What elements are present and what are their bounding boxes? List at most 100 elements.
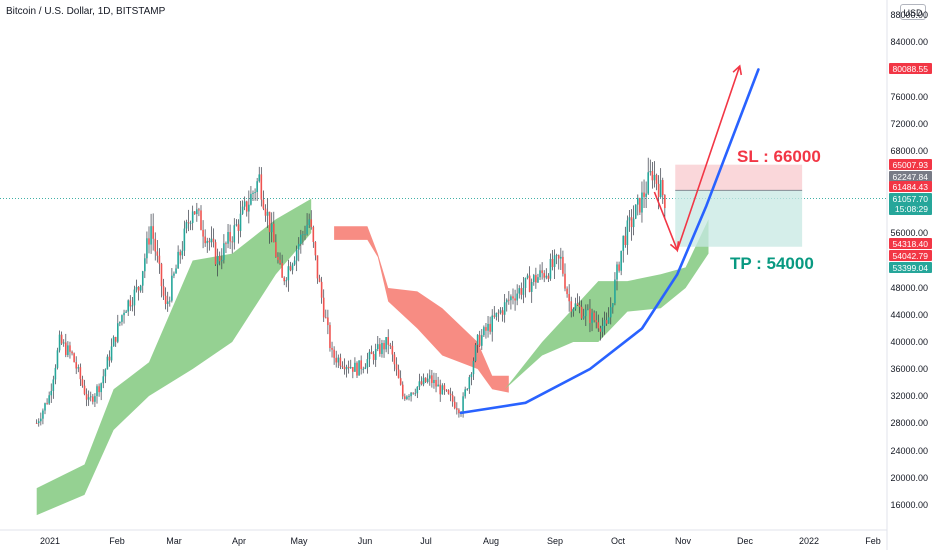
candle-body — [333, 349, 335, 358]
price-tag: 80088.55 — [889, 63, 932, 74]
candle — [524, 277, 527, 298]
candle-body — [412, 392, 414, 394]
candle — [141, 270, 144, 293]
candle — [129, 295, 132, 311]
candle-body — [79, 367, 82, 380]
candle-body — [593, 312, 595, 321]
candle-body — [462, 396, 464, 414]
candle-body — [339, 357, 342, 366]
candle-body — [474, 344, 477, 361]
candle — [393, 351, 396, 372]
candle-body — [131, 305, 134, 307]
candle — [379, 337, 381, 357]
candle — [441, 383, 444, 395]
candle — [216, 248, 219, 277]
candle — [137, 286, 140, 301]
candle-body — [622, 235, 625, 251]
candle-body — [516, 293, 518, 301]
candle — [414, 388, 417, 397]
candle-body — [381, 342, 383, 354]
y-tick-label: 84000.00 — [890, 37, 928, 47]
candle-body — [185, 222, 188, 229]
candle — [387, 329, 389, 355]
candle — [572, 307, 575, 317]
candle-body — [254, 192, 256, 193]
candle — [156, 240, 159, 263]
candle — [489, 316, 491, 335]
x-tick-label: Dec — [737, 536, 754, 546]
candle-body — [609, 307, 612, 318]
candle — [35, 419, 38, 424]
candle-body — [158, 255, 161, 264]
candle — [237, 219, 240, 244]
candle — [614, 272, 616, 306]
candle-body — [526, 275, 529, 278]
candle — [183, 220, 186, 257]
candle — [481, 329, 483, 350]
candle — [322, 289, 325, 322]
candle-body — [250, 193, 252, 205]
candle — [412, 392, 414, 395]
candle-body — [520, 288, 523, 295]
candle-body — [549, 258, 552, 279]
candle — [647, 157, 649, 196]
candle-body — [85, 394, 88, 400]
candle — [478, 330, 481, 347]
candle-body — [514, 298, 516, 301]
candle — [603, 311, 606, 335]
candle-body — [283, 277, 285, 282]
candle — [664, 194, 666, 221]
y-tick-label: 36000.00 — [890, 364, 928, 374]
candle-body — [94, 396, 96, 402]
candle-body — [241, 206, 244, 214]
candle — [555, 253, 558, 265]
candle — [87, 390, 90, 406]
candle — [300, 229, 302, 254]
x-tick-label: Jun — [358, 536, 373, 546]
candle-body — [416, 386, 419, 394]
candle — [632, 205, 635, 236]
candle-body — [162, 286, 165, 296]
candle-body — [393, 354, 396, 365]
candle — [302, 230, 304, 246]
candle — [75, 356, 77, 375]
candle — [173, 271, 175, 279]
candle — [196, 202, 198, 222]
y-tick-label: 68000.00 — [890, 146, 928, 156]
price-tag: 53399.04 — [889, 262, 932, 273]
candle-body — [48, 395, 50, 404]
candle — [530, 278, 533, 303]
candle — [81, 375, 84, 388]
candle-body — [229, 232, 231, 242]
candle-body — [125, 311, 127, 313]
candle-body — [89, 396, 92, 398]
candle — [487, 316, 489, 338]
candle — [549, 253, 552, 281]
candle — [256, 177, 258, 201]
candle-body — [449, 393, 452, 396]
candle — [445, 389, 448, 392]
candle-body — [570, 301, 573, 312]
ichimoku-cloud-2 — [334, 226, 509, 393]
candle — [204, 229, 206, 247]
arrow-head-up — [732, 64, 743, 76]
candle — [618, 261, 620, 273]
candle-body — [46, 403, 48, 404]
currency-button[interactable]: USD — [900, 4, 926, 20]
candle — [329, 322, 331, 352]
candle — [587, 304, 589, 311]
candle — [551, 250, 554, 271]
candle-body — [634, 204, 637, 219]
candle-body — [279, 259, 281, 264]
candle — [335, 350, 337, 368]
candle — [628, 209, 631, 232]
candle-body — [37, 421, 40, 424]
candle-body — [58, 334, 61, 351]
candle — [262, 190, 265, 211]
candle-body — [399, 378, 402, 385]
candle-body — [119, 321, 121, 324]
x-tick-label: Nov — [675, 536, 692, 546]
candle — [227, 224, 229, 249]
